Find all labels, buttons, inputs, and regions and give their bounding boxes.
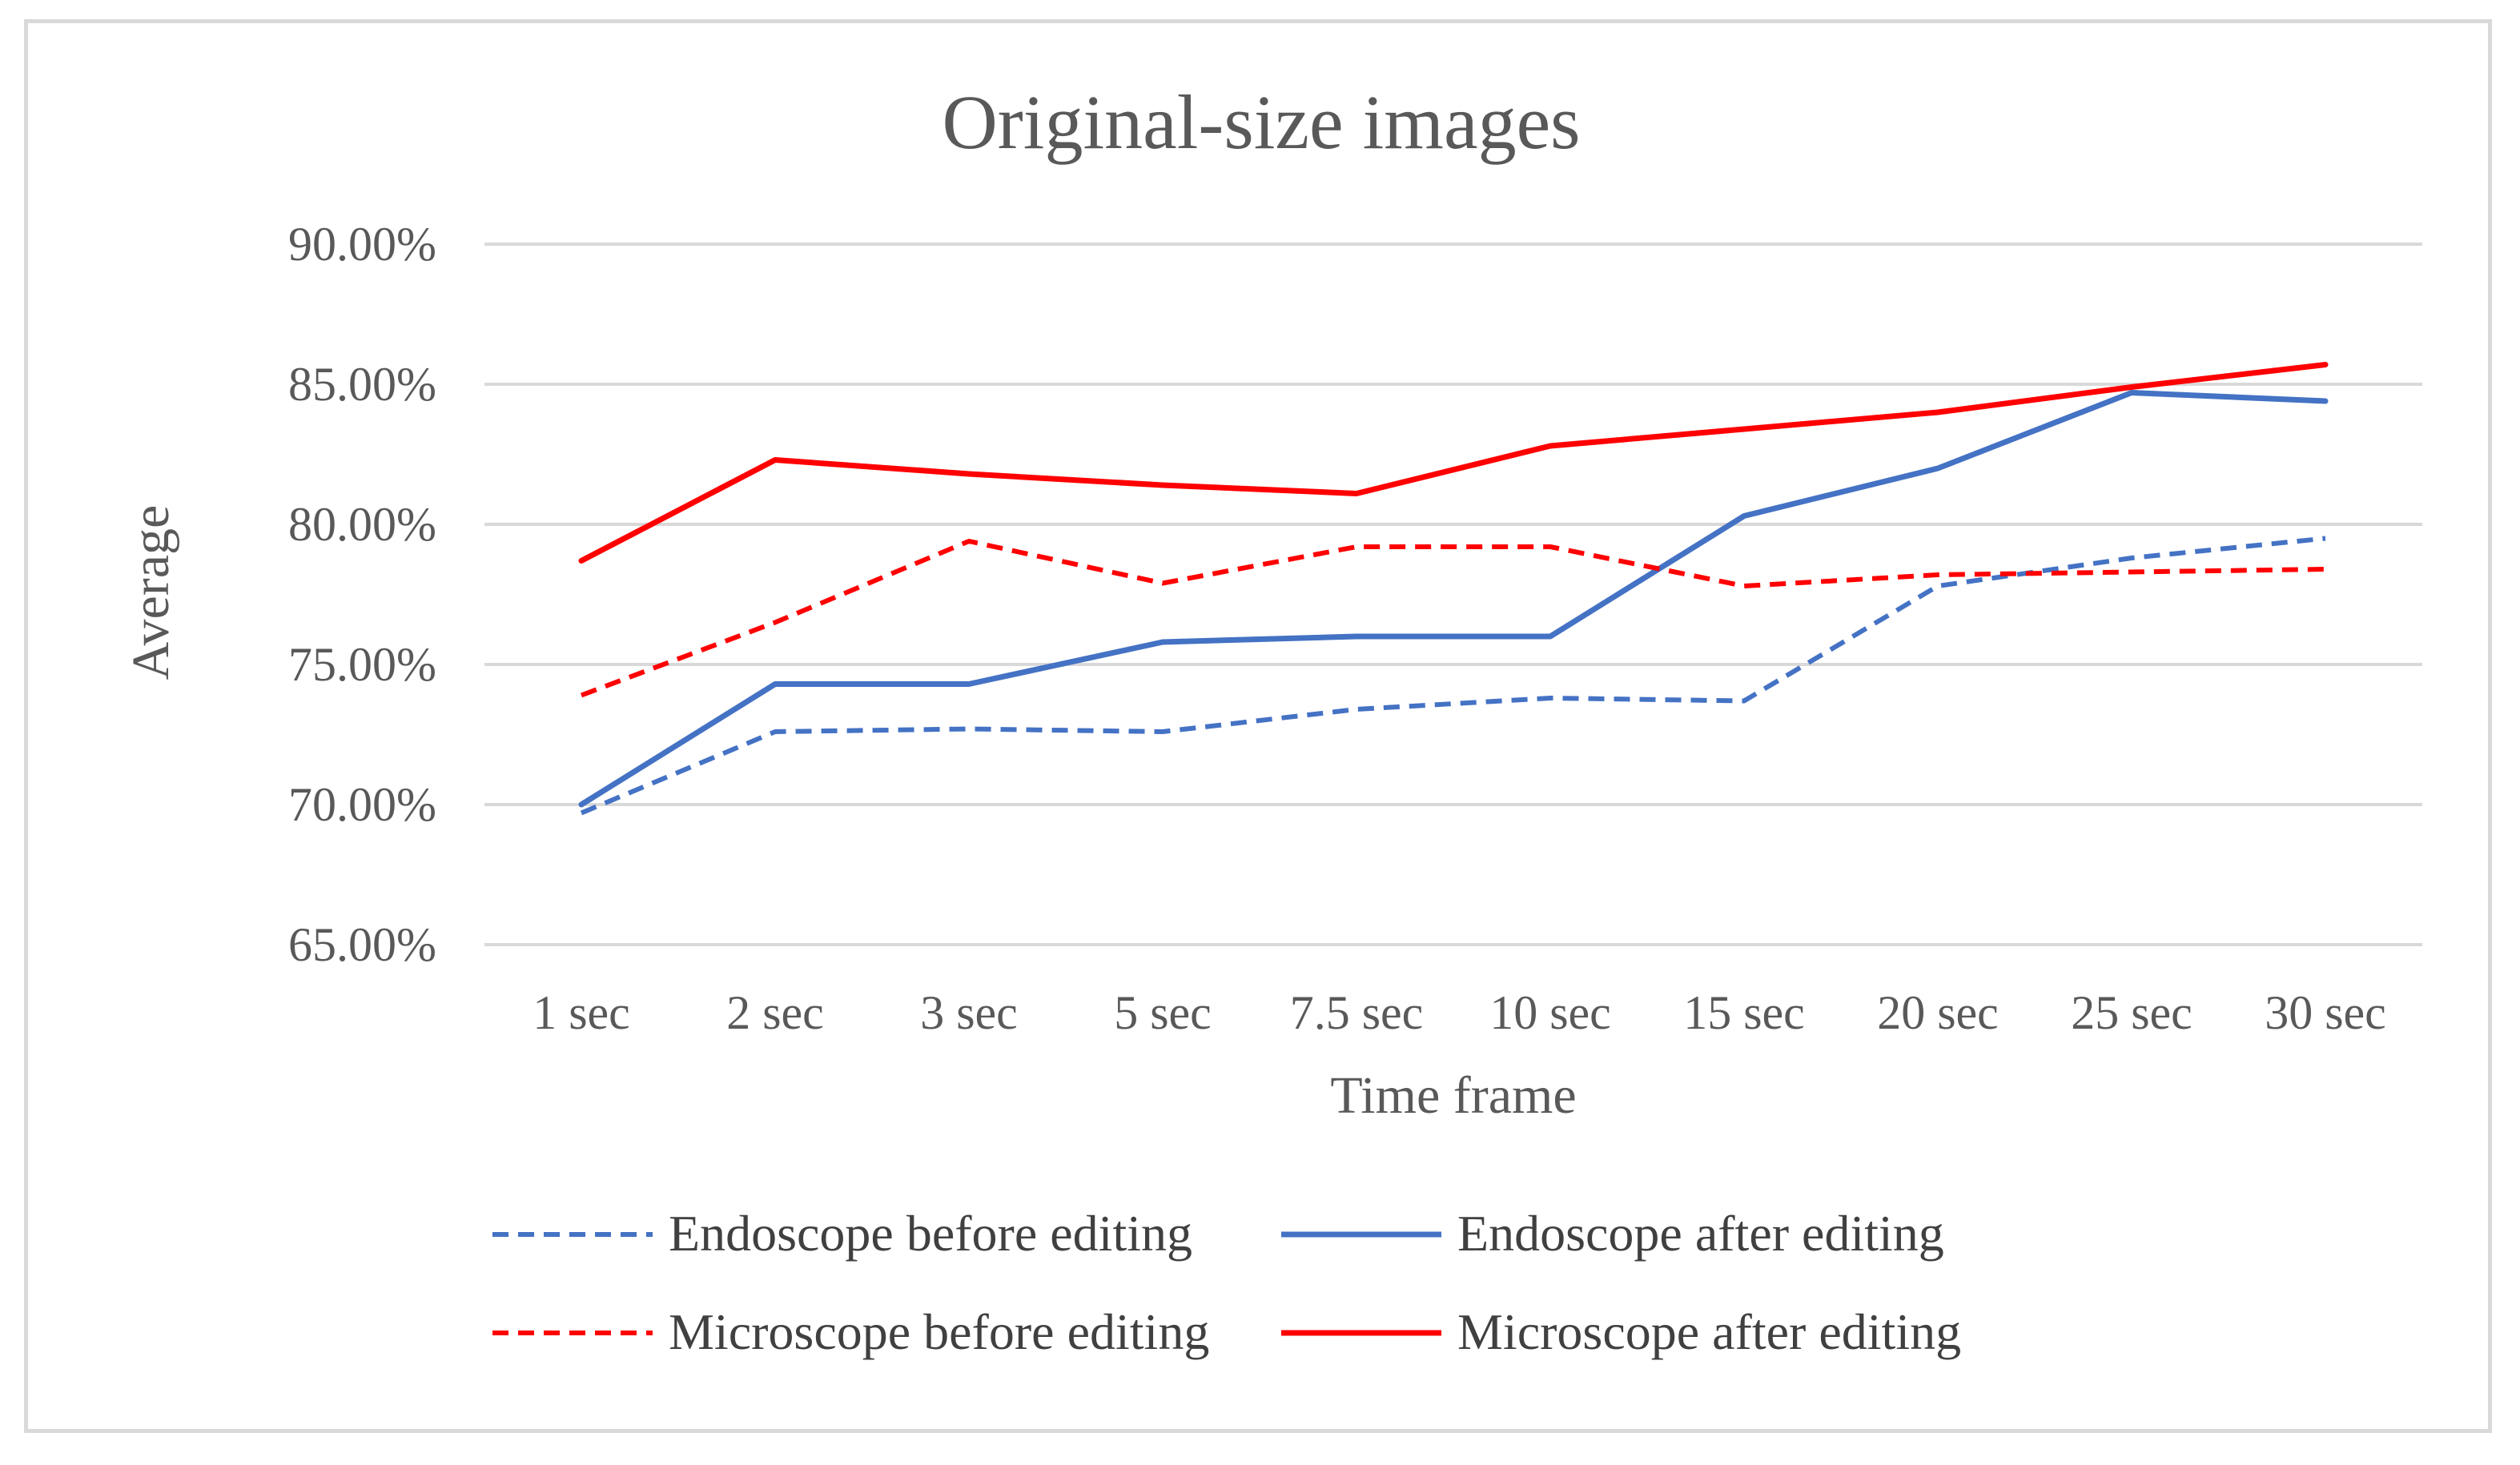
gridlines	[484, 243, 2422, 946]
x-tick-label: 2 sec	[726, 986, 824, 1039]
x-tick-label: 30 sec	[2265, 986, 2386, 1039]
y-tick-label: 85.00%	[288, 358, 436, 411]
x-tick-label: 15 sec	[1683, 986, 1805, 1039]
series-lines	[578, 362, 2329, 816]
x-tick-label: 10 sec	[1489, 986, 1611, 1039]
chart-frame	[24, 19, 2492, 1433]
legend-label: Microscope after editing	[1457, 1303, 1961, 1360]
series-line-1	[580, 536, 2326, 816]
x-tick-label: 7.5 sec	[1290, 986, 1424, 1039]
y-axis-ticks: 65.00% 70.00% 75.00% 80.00% 85.00% 90.00%	[288, 218, 436, 971]
y-tick-label: 75.00%	[288, 638, 436, 691]
y-tick-label: 80.00%	[288, 498, 436, 551]
series-line-4	[578, 362, 2329, 564]
series-line-3	[580, 539, 2326, 698]
y-tick-label: 90.00%	[288, 218, 436, 271]
x-tick-label: 1 sec	[533, 986, 630, 1039]
legend-label: Endoscope before editing	[669, 1205, 1192, 1262]
legend-label: Microscope before editing	[669, 1303, 1209, 1360]
series-line-2	[578, 390, 2329, 808]
chart-title: Original-size images	[942, 79, 1580, 165]
y-tick-label: 70.00%	[288, 778, 436, 831]
x-tick-label: 25 sec	[2071, 986, 2192, 1039]
legend: Endoscope before editing Endoscope after …	[492, 1205, 1961, 1360]
x-axis-ticks: 1 sec 2 sec 3 sec 5 sec 7.5 sec 10 sec 15 sec 2…	[533, 986, 2386, 1039]
x-tick-label: 5 sec	[1114, 986, 1212, 1039]
x-axis-title: Time frame	[1330, 1066, 1576, 1125]
y-tick-label: 65.00%	[288, 918, 436, 971]
x-tick-label: 20 sec	[1877, 986, 1999, 1039]
x-tick-label: 3 sec	[920, 986, 1018, 1039]
legend-label: Endoscope after editing	[1457, 1205, 1944, 1262]
y-axis-title: Average	[122, 505, 180, 680]
